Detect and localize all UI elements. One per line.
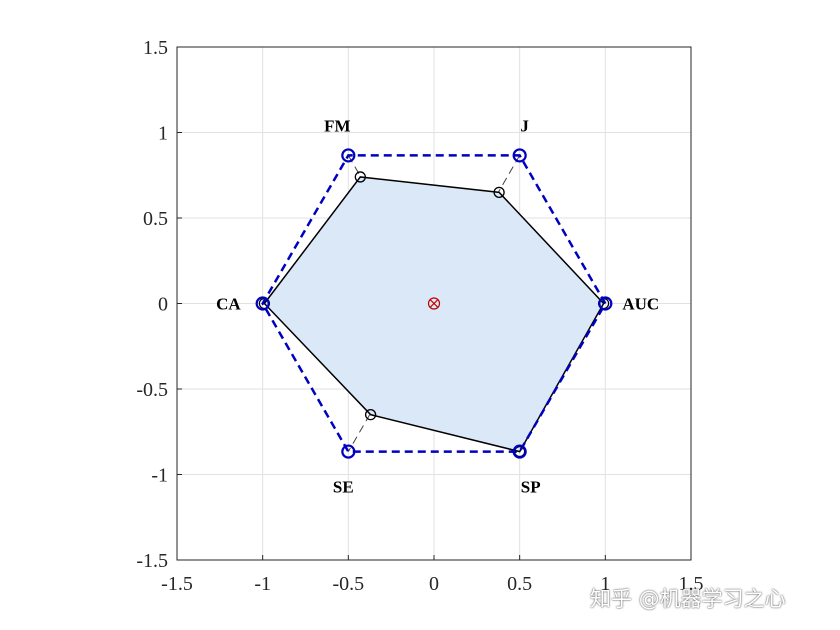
reference-point [512, 148, 527, 163]
reference-point [341, 148, 356, 163]
reference-point [598, 296, 613, 311]
y-tick-label: 1.5 [143, 37, 168, 59]
center-marker [427, 297, 441, 310]
center-cross [429, 299, 439, 308]
metric-label-fm: FM [324, 116, 350, 135]
x-tick-label: -1.5 [161, 573, 193, 595]
vertex-markers [255, 148, 613, 459]
metric-label-ca: CA [216, 295, 241, 314]
metric-label-sp: SP [521, 478, 541, 497]
reference-point [341, 444, 356, 459]
x-tick-label: 0.5 [507, 573, 532, 595]
y-tick-label: 0 [158, 294, 168, 316]
x-tick-label: -1 [254, 573, 271, 595]
x-tick-label: -0.5 [332, 573, 364, 595]
watermark: 知乎 @机器学习之心 [590, 587, 786, 611]
y-tick-label: -1 [151, 465, 168, 487]
x-tick-label: 0 [429, 573, 439, 595]
y-tick-label: 0.5 [143, 208, 168, 230]
x-tick-label: 1 [600, 573, 610, 595]
reference-hexagon [261, 154, 607, 453]
reference-point [255, 296, 270, 311]
center-circle [427, 297, 441, 310]
model-point [354, 171, 366, 183]
y-tick-label: -1.5 [136, 550, 168, 572]
metric-label-auc: AUC [622, 295, 659, 314]
y-tick-label: 1 [158, 123, 168, 145]
x-tick-label: 1.5 [679, 573, 704, 595]
reference-point [512, 444, 527, 459]
ticks [176, 46, 692, 561]
metric-label-j: J [520, 116, 529, 135]
y-tick-label: -0.5 [136, 379, 168, 401]
tick-labels: -1.5-1.5 -1 -1 -0.5 -0.5 0 0 0.5 0.5 1 1 1.5 1.5 [136, 37, 703, 595]
metric-label-se: SE [333, 478, 354, 497]
model-area [263, 176, 605, 453]
metric-labels: AUC J FM CA SE SP [216, 116, 659, 496]
model-point [493, 186, 505, 199]
model-point [364, 408, 377, 421]
